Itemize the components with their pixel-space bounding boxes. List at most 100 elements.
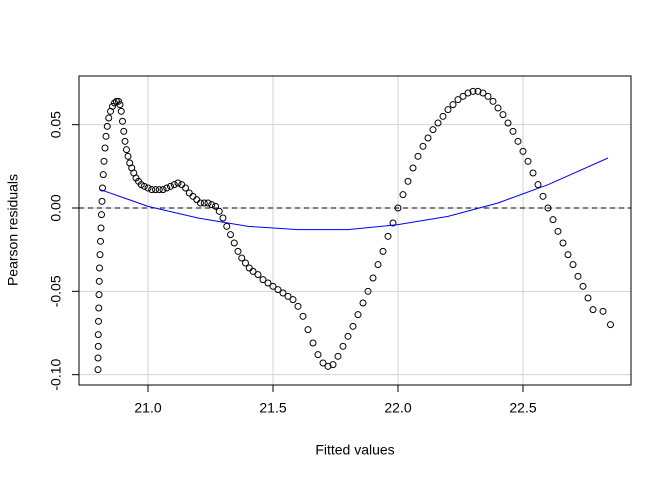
point: [494, 104, 502, 112]
point: [559, 239, 567, 247]
smooth-line: [100, 157, 609, 231]
point: [579, 282, 587, 290]
point: [599, 307, 607, 315]
point: [279, 289, 287, 297]
point: [99, 184, 106, 192]
point: [549, 216, 557, 224]
point: [504, 119, 512, 127]
point: [309, 339, 317, 347]
point: [294, 302, 302, 310]
point: [434, 119, 442, 127]
point: [419, 142, 427, 150]
point: [299, 312, 307, 320]
point: [178, 181, 186, 189]
point: [369, 274, 377, 282]
y-tick-label: -0.10: [48, 359, 64, 391]
point: [544, 204, 552, 212]
point: [115, 97, 122, 105]
point: [374, 261, 382, 269]
point: [117, 107, 125, 115]
point: [95, 277, 103, 285]
point: [101, 144, 109, 152]
point: [97, 224, 105, 232]
point: [414, 152, 422, 160]
point: [155, 186, 163, 194]
point: [319, 359, 327, 367]
point: [254, 271, 262, 279]
point: [185, 189, 193, 197]
point: [539, 192, 547, 200]
point: [144, 184, 152, 192]
point: [554, 227, 562, 235]
point: [152, 186, 159, 194]
point: [159, 186, 167, 194]
point: [384, 232, 392, 240]
point: [454, 96, 462, 104]
point: [474, 87, 482, 95]
point: [200, 199, 208, 207]
point: [289, 296, 297, 304]
point: [95, 291, 103, 299]
point: [607, 321, 614, 329]
point: [584, 294, 592, 302]
point: [94, 354, 102, 362]
point: [223, 222, 231, 230]
point: [148, 186, 156, 194]
point: [208, 201, 216, 209]
point: [509, 127, 517, 135]
x-tick-label: 22.0: [384, 400, 411, 416]
point: [170, 181, 178, 189]
point: [324, 362, 332, 370]
point: [167, 182, 174, 190]
point: [449, 101, 457, 109]
point: [394, 204, 402, 212]
y-tick-label: 0.05: [48, 111, 64, 138]
point: [329, 361, 337, 369]
point: [174, 179, 182, 187]
x-tick-label: 21.0: [134, 400, 161, 416]
point: [96, 251, 104, 259]
point: [524, 157, 532, 165]
point: [95, 304, 103, 312]
point: [274, 286, 282, 294]
point: [484, 92, 492, 100]
point: [409, 164, 417, 172]
point: [215, 207, 223, 215]
point: [334, 352, 342, 360]
point: [249, 267, 257, 275]
point: [404, 177, 412, 185]
point: [189, 192, 197, 200]
point: [519, 147, 527, 155]
point: [197, 199, 204, 207]
point: [479, 89, 487, 97]
point: [103, 122, 111, 130]
point: [264, 279, 272, 287]
point: [94, 366, 102, 374]
x-axis-label: Fitted values: [315, 442, 394, 458]
point: [230, 239, 238, 247]
point: [379, 247, 387, 255]
point: [227, 231, 234, 239]
point: [349, 322, 357, 330]
point: [569, 261, 577, 269]
point: [98, 197, 106, 205]
point: [344, 332, 352, 340]
point: [98, 211, 105, 219]
y-axis-label: Pearson residuals: [5, 174, 21, 286]
point: [564, 251, 572, 259]
point: [399, 191, 407, 199]
point: [123, 146, 130, 154]
point: [94, 331, 102, 339]
point: [364, 287, 372, 295]
point: [97, 237, 104, 245]
point: [100, 157, 108, 165]
point: [121, 137, 129, 145]
point: [212, 202, 219, 210]
point: [102, 132, 110, 140]
point: [120, 127, 128, 135]
point: [514, 137, 522, 145]
point: [429, 126, 437, 134]
point: [95, 317, 102, 325]
point: [96, 264, 103, 272]
